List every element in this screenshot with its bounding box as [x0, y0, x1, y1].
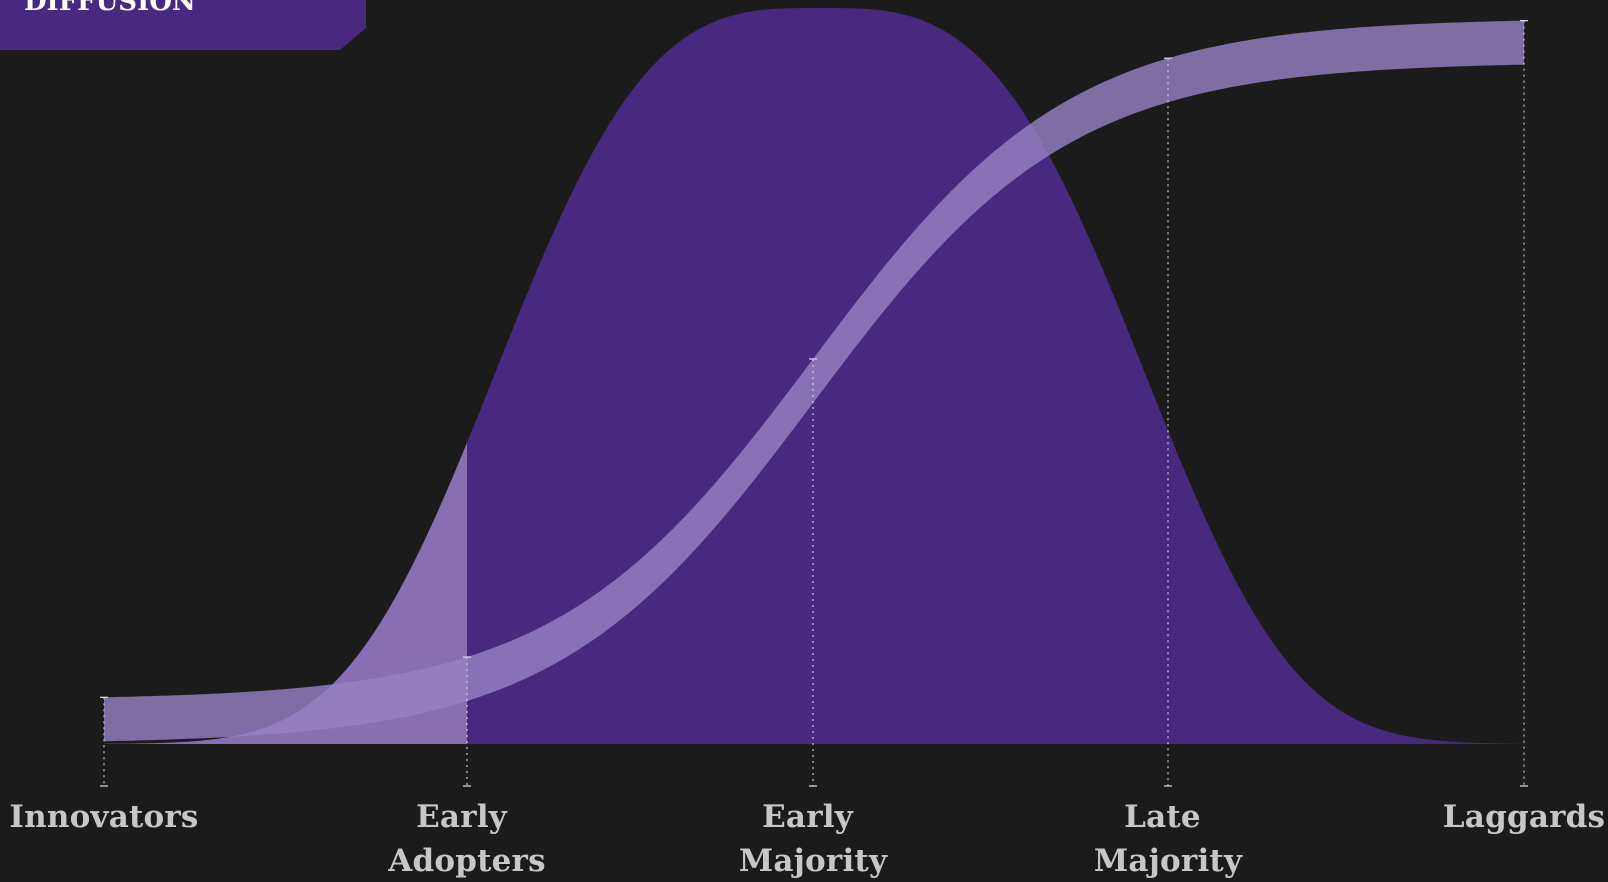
stage-labels: Innovators Early Adopters Early Majority… [9, 799, 1605, 879]
stage-label-early-majority-line-2: Majority [739, 843, 888, 879]
cumulative-adoption-s-curve [104, 20, 1524, 742]
stage-label-laggards-line-1: Laggards [1443, 799, 1605, 835]
stage-label-early-majority-line-1: Early [762, 799, 854, 835]
stage-label-early-adopters: Early Adopters [387, 799, 546, 879]
stage-label-early-majority: Early Majority [739, 799, 888, 879]
title-tag: DIFFUSION [0, 0, 366, 50]
stage-label-early-adopters-line-2: Adopters [387, 843, 546, 879]
stage-label-late-majority: Late Majority [1094, 799, 1243, 879]
stage-label-late-majority-line-2: Majority [1094, 843, 1243, 879]
stage-markers [100, 20, 1528, 787]
stage-label-innovators-line-1: Innovators [9, 799, 198, 835]
stage-label-late-majority-line-1: Late [1124, 799, 1201, 835]
diagram-title: DIFFUSION [24, 0, 196, 17]
title-tag-shape [0, 0, 366, 50]
stage-label-laggards: Laggards [1443, 799, 1605, 835]
stage-label-early-adopters-line-1: Early [416, 799, 508, 835]
stage-label-innovators: Innovators [9, 799, 198, 835]
early-adopters-region [104, 442, 467, 744]
